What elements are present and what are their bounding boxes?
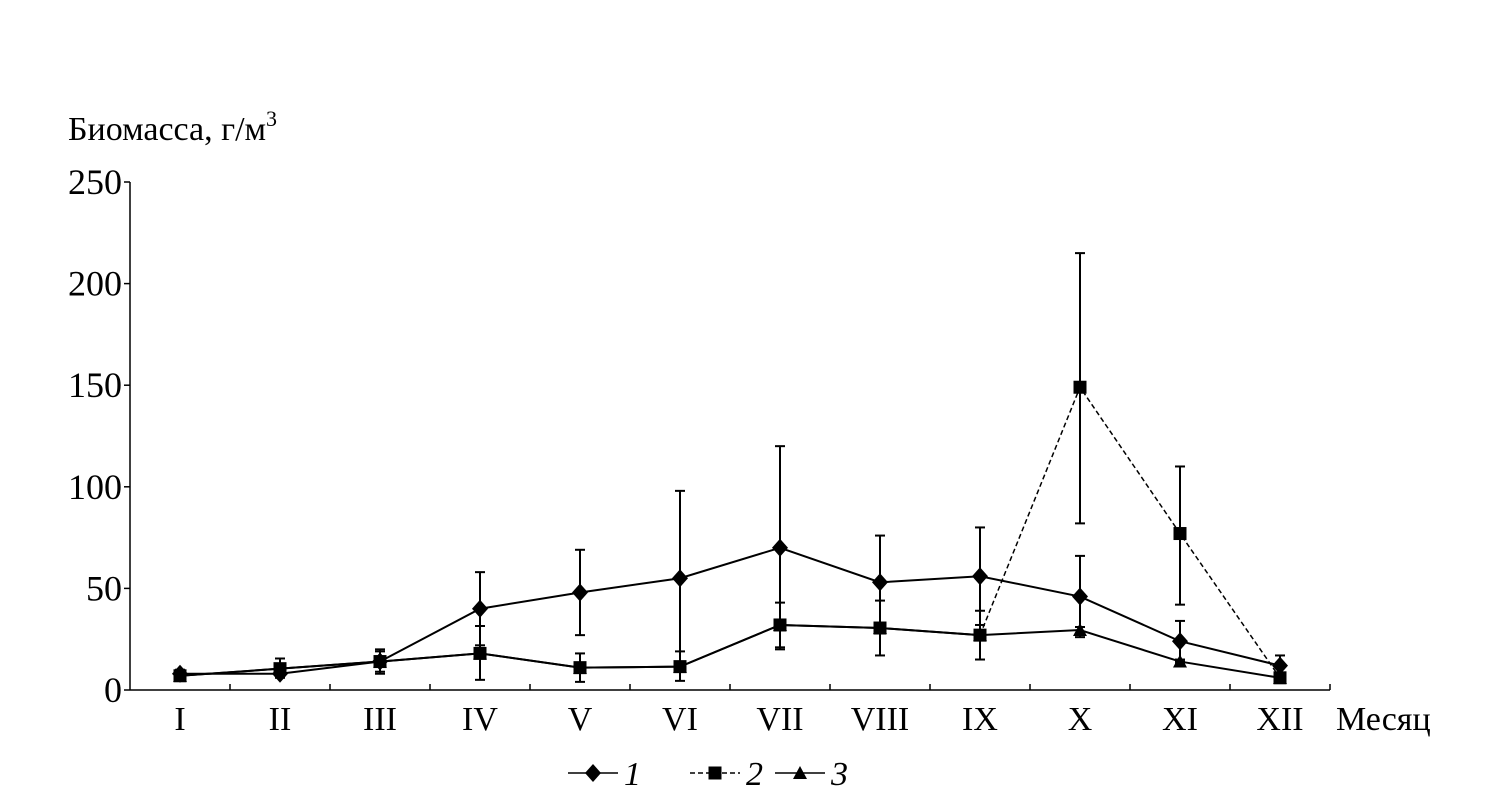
diamond-marker — [172, 664, 188, 683]
series-1 — [172, 445, 1288, 683]
x-tick-label: X — [1068, 701, 1093, 738]
series-line — [180, 546, 1281, 675]
square-marker — [473, 646, 487, 660]
legend: 1 2 3 — [568, 756, 848, 793]
diamond-marker — [772, 538, 788, 557]
diamond-marker — [872, 573, 888, 592]
y-tick-label: 100 — [68, 467, 122, 507]
x-tick-label: V — [568, 701, 593, 738]
y-tick-label: 250 — [68, 162, 122, 202]
series-3 — [173, 617, 1287, 684]
y-tick-label: 150 — [68, 365, 122, 405]
x-tick-label: IV — [462, 701, 498, 738]
diamond-marker — [1272, 656, 1288, 675]
x-tick-label: VI — [662, 701, 698, 738]
square-marker — [673, 660, 687, 674]
legend-label-3: 3 — [830, 756, 848, 793]
diamond-marker — [572, 583, 588, 602]
diamond-marker — [972, 567, 988, 586]
x-tick-label: IX — [962, 701, 998, 738]
y-tick-label: 50 — [86, 568, 122, 608]
square-marker — [708, 766, 722, 780]
triangle-marker — [793, 766, 807, 779]
x-tick-label: II — [269, 701, 292, 738]
square-marker — [1173, 527, 1187, 541]
legend-label-1: 1 — [624, 756, 641, 793]
diamond-marker — [585, 764, 601, 782]
x-tick-label: XI — [1162, 701, 1198, 738]
x-tick-label: III — [363, 701, 397, 738]
y-tick-label: 0 — [104, 670, 122, 710]
diamond-marker — [1172, 632, 1188, 651]
x-tick-label: VIII — [851, 701, 910, 738]
diamond-marker — [672, 569, 688, 588]
y-axis-label: Биомасса, г/м3 — [68, 106, 277, 148]
y-tick-label: 200 — [68, 264, 122, 304]
x-tick-label: I — [174, 701, 185, 738]
series-2 — [173, 252, 1287, 685]
square-marker — [973, 628, 987, 642]
x-tick-label: VII — [756, 701, 803, 738]
legend-label-2: 2 — [746, 756, 763, 793]
series-layer — [172, 252, 1288, 685]
series-line — [179, 623, 1281, 679]
square-marker — [1073, 380, 1087, 394]
diamond-marker — [472, 599, 488, 618]
diamond-marker — [372, 652, 388, 671]
x-axis-label: Месяц — [1336, 701, 1431, 738]
series-line — [979, 385, 1281, 679]
diamond-marker — [1072, 587, 1088, 606]
square-marker — [573, 661, 587, 675]
diamond-marker — [272, 664, 288, 683]
x-tick-label: XII — [1256, 701, 1303, 738]
